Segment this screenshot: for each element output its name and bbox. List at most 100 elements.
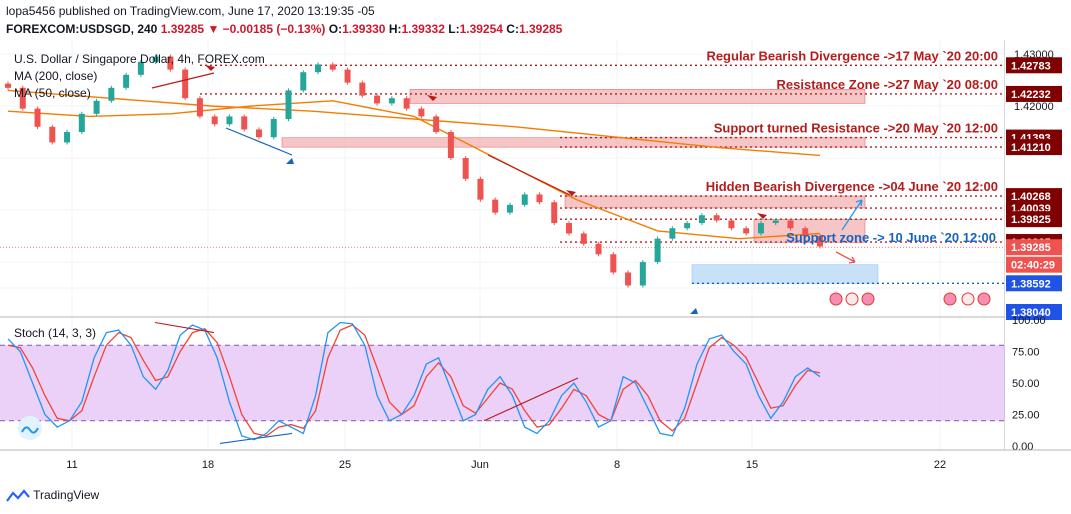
candle-body — [536, 194, 543, 203]
annotation-label: Support turned Resistance ->20 May `20 1… — [714, 121, 998, 136]
stoch-tick: 0.00 — [1012, 441, 1033, 453]
candle — [329, 62, 336, 72]
candle-body — [108, 87, 115, 101]
candle — [817, 233, 823, 249]
bearish-divergence-line — [151, 72, 215, 89]
time-axis[interactable]: 11 18 25 Jun 8 15 22 — [66, 459, 946, 471]
candle-body — [506, 204, 513, 213]
candle-body — [580, 233, 587, 244]
candle-body — [787, 220, 794, 229]
candle-body — [182, 69, 189, 99]
price-tag-bg — [1006, 139, 1062, 156]
candle — [64, 129, 71, 145]
candle — [772, 218, 779, 226]
candle — [625, 270, 632, 288]
candle — [728, 218, 735, 231]
candle — [654, 236, 661, 265]
zone-marker-icon — [757, 213, 767, 219]
candle — [698, 213, 705, 226]
candle — [5, 81, 11, 90]
candle — [610, 252, 617, 275]
candle — [743, 226, 750, 236]
low-label: L: — [448, 22, 460, 36]
candle — [477, 176, 484, 202]
candle-body — [610, 254, 617, 273]
candle — [152, 54, 159, 64]
candle-body — [418, 108, 425, 117]
price-tag-bg — [1006, 85, 1062, 102]
legend-ma200: MA (200, close) — [14, 69, 97, 83]
candle-body — [639, 262, 646, 286]
price-tag-bg — [1006, 239, 1062, 256]
price-legend: U.S. Dollar / Singapore Dollar, 4h, FORE… — [14, 52, 265, 100]
stochastic-pane — [0, 321, 1005, 445]
publisher-line: lopa5456 published on TradingView.com, J… — [6, 4, 375, 18]
candle — [447, 129, 454, 161]
candle-body — [211, 116, 218, 125]
candle-body — [19, 87, 26, 109]
close-value: 1.39285 — [518, 22, 563, 36]
candle — [93, 98, 100, 116]
x-tick: Jun — [471, 459, 489, 471]
legend-ma50: MA (50, close) — [14, 86, 91, 100]
price-tag-bg — [1006, 211, 1062, 228]
high-label: H: — [388, 22, 402, 36]
candle-body — [300, 72, 307, 91]
price-axis[interactable]: 1.430001.420001.427831.422321.413931.412… — [1005, 40, 1071, 453]
candle-body — [728, 220, 735, 229]
candle-body — [167, 56, 174, 70]
chart-canvas[interactable]: Regular Bearish Divergence ->17 May `20 … — [0, 40, 1071, 486]
price-tag-label: 1.42232 — [1011, 89, 1051, 101]
candle — [374, 93, 381, 106]
candle-body — [669, 228, 676, 239]
candle-body — [477, 178, 484, 200]
candle-body — [757, 223, 764, 234]
candle-body — [374, 95, 381, 104]
grid — [0, 40, 1005, 450]
stoch-band — [0, 345, 1005, 421]
candle — [418, 106, 425, 119]
candle — [802, 226, 809, 239]
candle-body — [329, 64, 336, 70]
candle — [123, 72, 130, 90]
open-value: 1.39330 — [342, 22, 386, 36]
x-tick: 15 — [746, 459, 758, 471]
candle-body — [64, 132, 71, 143]
candle-body — [5, 83, 11, 88]
candle-body — [566, 223, 573, 234]
candle — [255, 127, 262, 140]
chart-header: lopa5456 published on TradingView.com, J… — [0, 0, 1071, 40]
candle-body — [713, 215, 720, 221]
candle — [167, 54, 174, 72]
candle-body — [93, 100, 100, 114]
price-tag-label: 1.39285 — [1011, 242, 1051, 254]
zone-hidden-divergence-zone — [564, 195, 866, 209]
symbol-label: FOREXCOM:USDSGD, 240 — [6, 22, 158, 36]
candle-body — [625, 272, 632, 286]
candle-body — [684, 223, 691, 229]
x-tick: 8 — [614, 459, 620, 471]
projection-up-arrow — [841, 199, 863, 231]
candle-body — [241, 116, 248, 130]
price-tag-label: 1.39825 — [1011, 214, 1051, 226]
stoch-bullish-line — [219, 432, 293, 445]
candle — [359, 80, 366, 98]
candle — [506, 202, 513, 215]
stoch-hidden-line — [483, 377, 579, 422]
price-tag-bg — [1006, 256, 1062, 273]
close-label: C: — [506, 22, 519, 36]
candle-body — [403, 98, 410, 109]
candle — [19, 85, 26, 111]
last-price: 1.39285 — [160, 22, 205, 36]
y-tick: 1.42000 — [1014, 101, 1054, 113]
candle — [196, 96, 203, 119]
zone-support-zone — [691, 264, 879, 284]
candle-body — [743, 228, 750, 234]
candle — [182, 67, 189, 101]
price-tag-bg — [1006, 304, 1062, 320]
candle-body — [152, 56, 159, 62]
candle-body — [447, 132, 454, 159]
candle — [684, 220, 691, 231]
event-flags-icon — [829, 292, 991, 306]
candle — [78, 111, 85, 135]
